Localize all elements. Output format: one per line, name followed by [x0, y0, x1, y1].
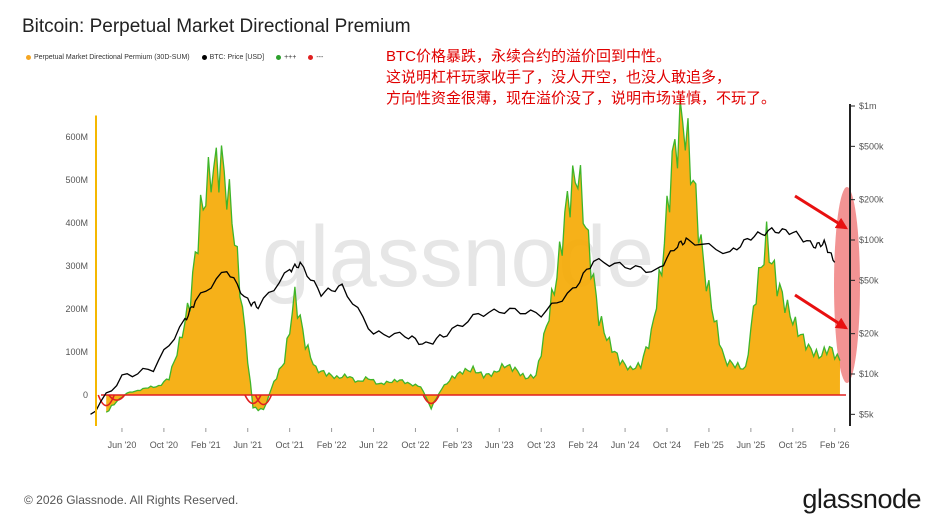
- arrow-to-price: [794, 194, 849, 230]
- x-tick-label: Jun '23: [485, 440, 514, 450]
- btc-price-line: [90, 226, 836, 415]
- y-left-tick-label: 400M: [65, 218, 88, 228]
- x-tick-label: Oct '20: [150, 440, 178, 450]
- premium-area: [106, 99, 840, 413]
- copyright-footer: © 2026 Glassnode. All Rights Reserved.: [24, 493, 239, 507]
- annotation-text: BTC价格暴跌，永续合约的溢价回到中性。这说明杠杆玩家收手了，没人开空，也没人敢…: [386, 46, 776, 109]
- y-right-tick-label: $10k: [859, 369, 879, 379]
- highlight-region: [834, 187, 860, 383]
- x-tick-label: Jun '24: [611, 440, 640, 450]
- annotation-line-1: BTC价格暴跌，永续合约的溢价回到中性。: [386, 48, 672, 65]
- x-tick-label: Jun '20: [108, 440, 137, 450]
- x-tick-label: Oct '25: [779, 440, 807, 450]
- chart-title: Bitcoin: Perpetual Market Directional Pr…: [22, 16, 411, 37]
- y-right-tick-label: $50k: [859, 275, 879, 285]
- x-tick-label: Oct '22: [401, 440, 429, 450]
- y-right-tick-label: $100k: [859, 235, 884, 245]
- legend-label-positive: +++: [284, 54, 297, 61]
- y-right-tick-label: $5k: [859, 409, 874, 419]
- annotation-arrows: [794, 194, 849, 330]
- y-right-tick-label: $200k: [859, 195, 884, 205]
- legend-label-premium: Perpetual Market Directional Permium (30…: [34, 54, 190, 61]
- x-tick-label: Feb '23: [442, 440, 472, 450]
- arrow-to-premium: [794, 293, 849, 330]
- y-right-tick-label: $20k: [859, 329, 879, 339]
- premium-negative-dip: [108, 394, 126, 402]
- legend-item-price[interactable]: BTC: Price [USD]: [201, 54, 265, 61]
- x-tick-label: Jun '22: [359, 440, 388, 450]
- annotation-line-2: 这说明杠杆玩家收手了，没人开空，也没人敢追多，: [386, 69, 732, 86]
- premium-negative-dip: [254, 394, 273, 406]
- chart-axes: 0 100M 200M 300M 400M 500M 600M $5k $10k $20k $50k…: [65, 101, 884, 450]
- glassnode-logo: glassnode: [802, 484, 921, 514]
- y-left-tick-label: 200M: [65, 304, 88, 314]
- premium-negative-dip: [422, 394, 440, 405]
- legend-item-positive[interactable]: +++: [276, 54, 296, 61]
- x-tick-label: Jun '25: [736, 440, 765, 450]
- x-tick-label: Jun '21: [233, 440, 262, 450]
- annotation-line-3: 方向性资金很薄，现在溢价没了，说明市场谨慎，不玩了。: [386, 90, 777, 107]
- legend: Perpetual Market Directional Permium (30…: [26, 54, 323, 61]
- x-tick-label: Feb '21: [191, 440, 221, 450]
- premium-negative-dip: [244, 394, 262, 405]
- x-tick-label: Oct '24: [653, 440, 681, 450]
- y-left-tick-label: 0: [83, 390, 88, 400]
- x-tick-label: Oct '21: [276, 440, 304, 450]
- y-left-tick-label: 300M: [65, 261, 88, 271]
- legend-dot-price: [201, 55, 207, 60]
- x-tick-label: Feb '26: [820, 440, 850, 450]
- legend-dot-negative: [308, 55, 314, 60]
- x-tick-label: Feb '25: [694, 440, 724, 450]
- highlight-ellipse: [834, 187, 860, 383]
- y-right-tick-label: $1m: [859, 101, 877, 111]
- x-tick-label: Oct '23: [527, 440, 555, 450]
- legend-dot-premium: [26, 55, 31, 60]
- legend-dot-positive: [276, 55, 282, 60]
- premium-line-positive: [105, 99, 841, 413]
- legend-item-negative[interactable]: ---: [308, 54, 323, 61]
- legend-item-premium[interactable]: Perpetual Market Directional Permium (30…: [26, 54, 190, 61]
- chart-series: [90, 99, 846, 415]
- y-left-tick-label: 100M: [65, 347, 88, 357]
- x-tick-label: Feb '22: [317, 440, 347, 450]
- x-tick-label: Feb '24: [568, 440, 598, 450]
- y-right-tick-label: $500k: [859, 141, 884, 151]
- legend-label-price: BTC: Price [USD]: [209, 54, 265, 61]
- y-left-tick-label: 600M: [65, 132, 88, 142]
- y-left-tick-label: 500M: [65, 175, 88, 185]
- legend-label-negative: ---: [316, 54, 324, 61]
